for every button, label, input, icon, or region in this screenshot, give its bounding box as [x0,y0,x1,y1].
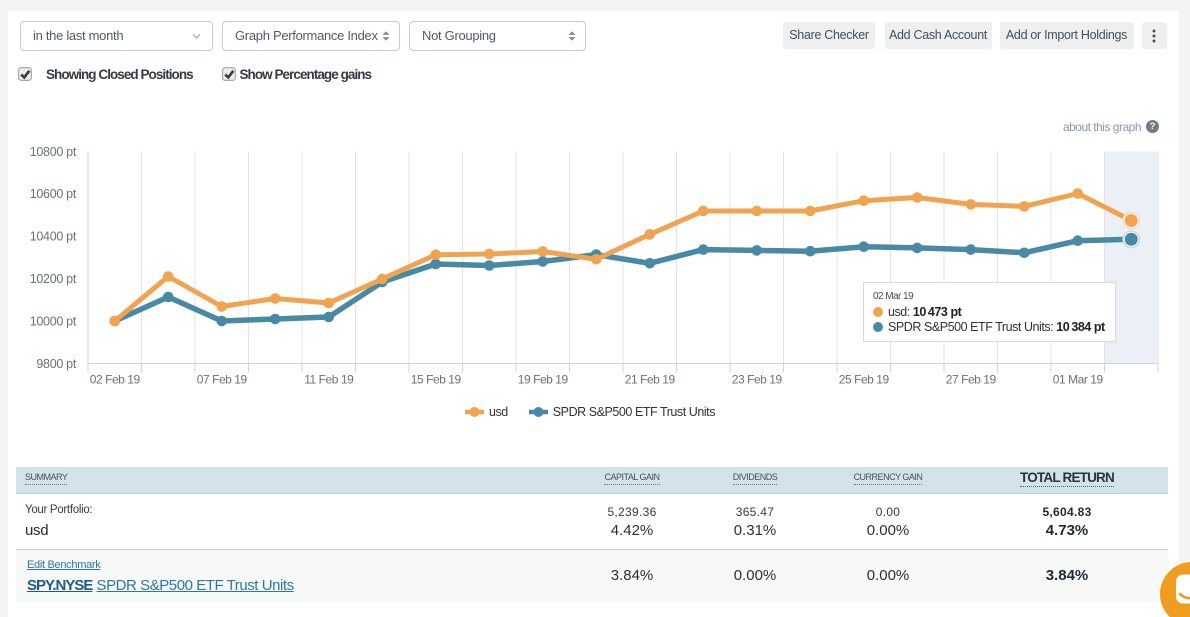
svg-text:10600 pt: 10600 pt [30,187,77,201]
svg-text:01 Mar 19: 01 Mar 19 [1053,373,1104,387]
svg-text:10400 pt: 10400 pt [30,230,77,244]
svg-text:07 Feb 19: 07 Feb 19 [197,373,248,387]
svg-text:19 Feb 19: 19 Feb 19 [518,373,569,387]
svg-text:25 Feb 19: 25 Feb 19 [839,373,890,387]
svg-text:02 Feb 19: 02 Feb 19 [90,373,141,387]
svg-text:21 Feb 19: 21 Feb 19 [625,373,676,387]
svg-text:9800 pt: 9800 pt [36,357,76,371]
svg-text:10800 pt: 10800 pt [30,145,77,159]
svg-text:15 Feb 19: 15 Feb 19 [411,373,462,387]
svg-text:10000 pt: 10000 pt [30,314,77,328]
svg-text:23 Feb 19: 23 Feb 19 [732,373,783,387]
svg-text:10200 pt: 10200 pt [30,272,77,286]
svg-text:11 Feb 19: 11 Feb 19 [304,373,354,387]
svg-text:27 Feb 19: 27 Feb 19 [946,373,997,387]
